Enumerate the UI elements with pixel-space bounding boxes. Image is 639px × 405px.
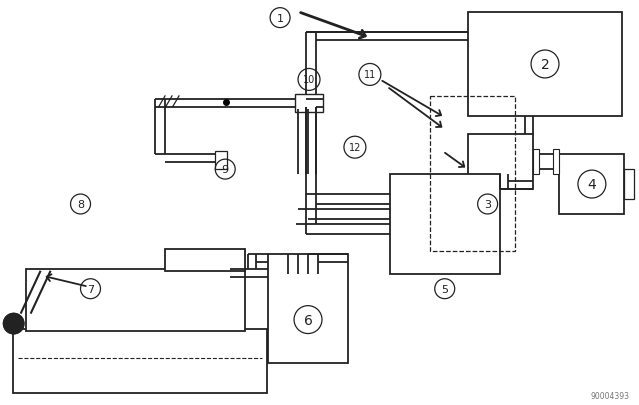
Text: 9: 9 (222, 165, 229, 175)
Bar (295, 95, 323, 113)
Bar (430, 97, 514, 251)
Text: 1: 1 (277, 14, 284, 23)
Circle shape (4, 314, 24, 334)
Text: 7: 7 (87, 284, 94, 294)
Bar (553, 150, 560, 175)
Text: 6: 6 (304, 313, 312, 327)
Text: 5: 5 (441, 284, 448, 294)
Bar (268, 254, 348, 364)
Bar (166, 249, 245, 271)
Text: 11: 11 (364, 70, 376, 80)
Text: 3: 3 (484, 200, 491, 209)
Text: 2: 2 (541, 58, 550, 72)
Bar (13, 329, 267, 393)
Bar (624, 170, 635, 200)
Bar (560, 155, 624, 214)
Text: 10: 10 (303, 75, 315, 85)
Text: 4: 4 (587, 178, 596, 192)
Bar (532, 150, 539, 175)
Text: 90004393: 90004393 (590, 391, 629, 400)
Bar (390, 175, 500, 274)
Bar (468, 13, 622, 117)
Bar (26, 269, 245, 331)
Bar (215, 152, 227, 170)
Text: 12: 12 (349, 143, 361, 153)
Text: 8: 8 (77, 200, 84, 209)
Bar (468, 135, 532, 190)
